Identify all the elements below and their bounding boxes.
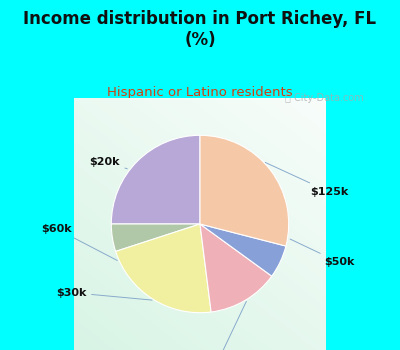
Wedge shape — [111, 135, 200, 224]
Text: $50k: $50k — [290, 239, 354, 267]
Text: ⓘ City-Data.com: ⓘ City-Data.com — [284, 93, 363, 103]
Text: $40k: $40k — [200, 301, 246, 350]
Text: $20k: $20k — [89, 156, 127, 169]
Wedge shape — [200, 224, 272, 312]
Wedge shape — [200, 135, 289, 246]
Wedge shape — [111, 224, 200, 251]
Text: $125k: $125k — [265, 162, 348, 197]
Text: Income distribution in Port Richey, FL
(%): Income distribution in Port Richey, FL (… — [24, 10, 376, 49]
Text: Hispanic or Latino residents: Hispanic or Latino residents — [107, 86, 293, 99]
Text: $30k: $30k — [56, 288, 152, 300]
Wedge shape — [116, 224, 211, 313]
Text: $60k: $60k — [42, 224, 117, 260]
Wedge shape — [200, 224, 286, 276]
